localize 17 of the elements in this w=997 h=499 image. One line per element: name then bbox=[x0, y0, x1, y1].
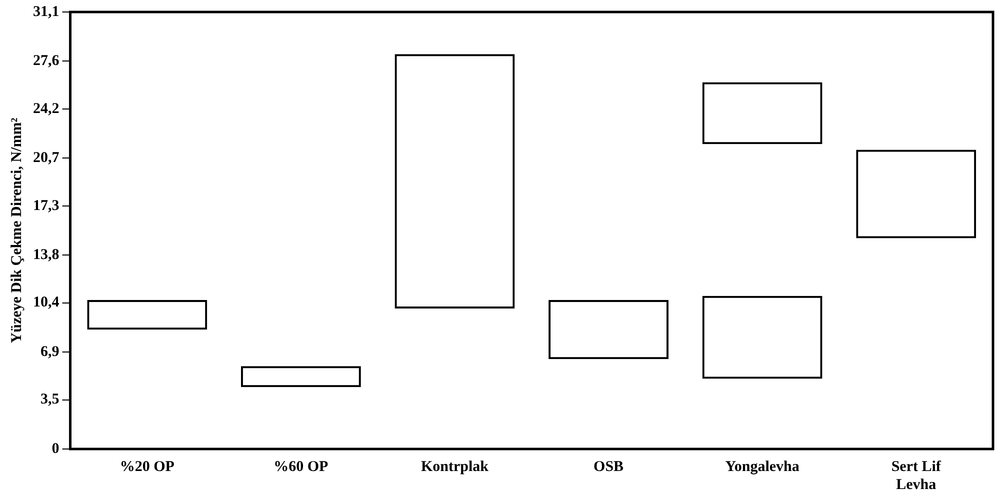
y-axis-title: Yüzeye Dik Çekme Direnci, N/mm² bbox=[8, 117, 25, 344]
y-tick-label: 17,3 bbox=[33, 198, 60, 214]
y-tick-label: 3,5 bbox=[40, 392, 60, 408]
x-tick-label: Kontrplak bbox=[420, 458, 490, 475]
y-tick-label: 31,1 bbox=[33, 4, 60, 20]
y-tick-label: 0 bbox=[52, 440, 60, 457]
x-tick-label: OSB bbox=[594, 458, 624, 475]
y-tick-label: 6,9 bbox=[40, 344, 60, 360]
x-tick-label: Yongalevha bbox=[725, 458, 800, 475]
x-tick-label: Sert Lif Levha bbox=[891, 458, 942, 493]
y-tick-label: 20,7 bbox=[33, 150, 60, 166]
y-tick-label: 27,6 bbox=[33, 53, 60, 70]
y-tick-label: 10,4 bbox=[33, 294, 60, 311]
y-tick-label: 13,8 bbox=[33, 246, 60, 263]
x-tick-label: %20 OP bbox=[120, 458, 174, 475]
x-tick-label: %60 OP bbox=[274, 458, 328, 475]
y-tick-label: 24,2 bbox=[33, 100, 60, 117]
